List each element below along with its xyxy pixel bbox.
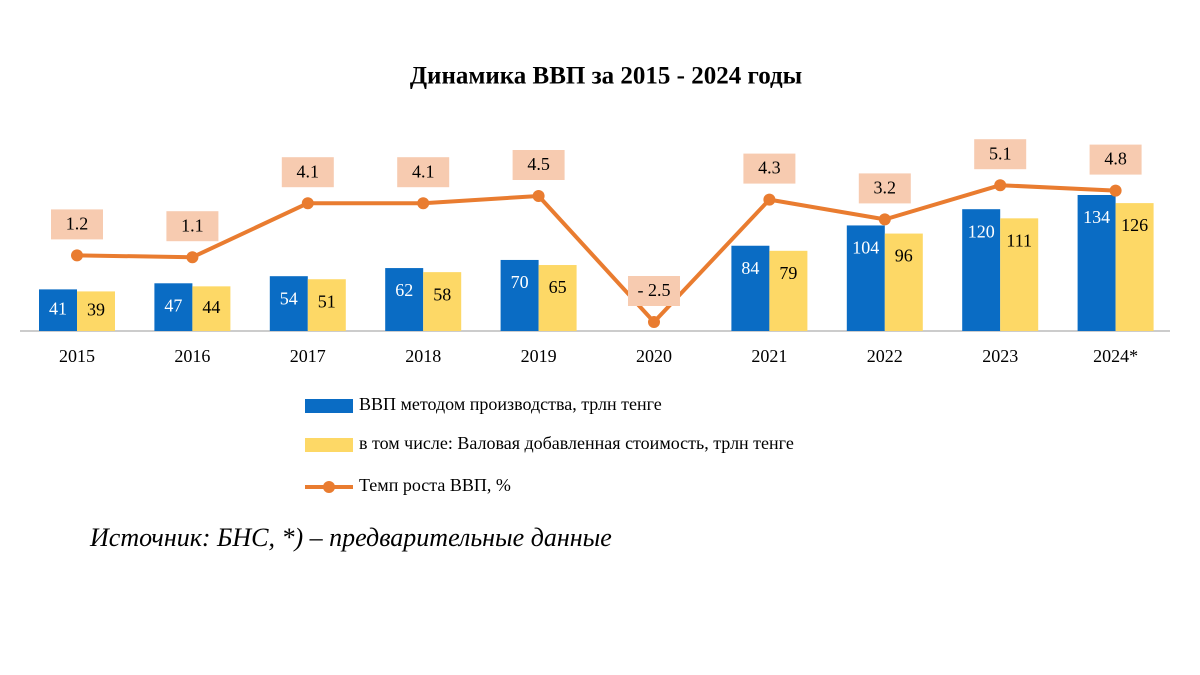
line-value-label: 4.8 [1104, 149, 1127, 169]
bar [77, 291, 115, 331]
line-value-label: 1.1 [181, 215, 204, 235]
bar [192, 286, 231, 331]
x-tick-label: 2022 [867, 346, 903, 366]
value-label-box [1089, 144, 1142, 175]
bar-value-label: 39 [87, 299, 105, 319]
legend-swatch [305, 438, 353, 452]
line-point [71, 249, 83, 262]
line-value-label: 1.2 [66, 214, 89, 234]
line-point [532, 190, 545, 202]
x-tick-label: 2019 [521, 346, 557, 366]
line [76, 183, 1116, 324]
bar [1115, 203, 1154, 331]
bar [962, 209, 1001, 331]
bar-value-label: 126 [1121, 215, 1148, 235]
bar [307, 279, 346, 331]
line-value-label: 4.5 [527, 154, 550, 174]
line-value-label: 5.1 [989, 143, 1012, 163]
line-value-label: 4.1 [412, 161, 435, 181]
x-tick-label: 2016 [174, 346, 210, 366]
line-point [878, 213, 891, 226]
value-label-box [974, 139, 1027, 170]
bar-value-label: 62 [395, 280, 413, 300]
bar-value-label: 47 [164, 295, 182, 315]
x-tick-label: 2020 [636, 346, 672, 366]
bar-value-label: 84 [741, 258, 759, 278]
bar-value-label: 65 [549, 277, 567, 297]
bar [1000, 218, 1039, 331]
bar-value-label: 120 [968, 221, 995, 241]
value-label-box [628, 276, 680, 306]
bar-value-label: 134 [1083, 207, 1110, 227]
x-tick-label: 2018 [405, 346, 441, 366]
bar [500, 259, 539, 331]
x-tick-label: 2023 [982, 346, 1018, 366]
bar-value-label: 79 [779, 263, 797, 283]
line-value-label: 3.2 [874, 178, 897, 198]
bar [538, 265, 577, 331]
value-label-box [166, 211, 219, 242]
bar-value-label: 111 [1006, 230, 1032, 250]
line-point [301, 197, 314, 210]
legend-label: в том числе: Валовая добавленная стоимос… [359, 433, 794, 453]
bar-value-label: 51 [318, 291, 336, 311]
bar-value-label: 44 [202, 297, 220, 317]
line-point [417, 197, 430, 210]
bar-value-label: 54 [280, 288, 298, 308]
bar [385, 268, 424, 331]
value-label-box [743, 153, 796, 184]
line-point [763, 193, 776, 206]
bar [731, 245, 770, 331]
bar [39, 289, 77, 331]
legend-label: Темп роста ВВП, % [359, 475, 511, 495]
line-point [186, 251, 199, 264]
value-label-box [397, 157, 450, 188]
x-tick-label: 2024* [1093, 346, 1138, 366]
legend-marker [323, 481, 335, 493]
bar [1077, 194, 1116, 331]
bar-value-label: 58 [433, 284, 451, 304]
line-point [1109, 184, 1122, 197]
value-label-box [281, 157, 334, 188]
x-tick-label: 2021 [751, 346, 787, 366]
x-tick-label: 2017 [290, 346, 326, 366]
bar [884, 233, 923, 331]
bar-value-label: 70 [511, 272, 529, 292]
value-label-box [51, 209, 103, 240]
legend-swatch [305, 399, 353, 413]
line-point [648, 316, 660, 328]
bar [846, 225, 885, 331]
bar [154, 283, 193, 331]
line-value-label: - 2.5 [638, 280, 671, 300]
line-value-label: 4.3 [758, 158, 781, 178]
line-point [994, 179, 1007, 192]
value-label-box [858, 173, 911, 204]
line-value-label: 4.1 [297, 161, 320, 181]
bar [269, 276, 308, 331]
source-note: Источник: БНС, *) – предварительные данн… [89, 523, 612, 552]
x-tick-label: 2015 [59, 346, 95, 366]
bar [769, 250, 808, 331]
legend-label: ВВП методом производства, трлн тенге [359, 394, 662, 414]
value-label-box [512, 150, 565, 180]
bar-value-label: 96 [895, 246, 913, 266]
bar-value-label: 41 [49, 298, 67, 318]
bar-value-label: 104 [852, 238, 879, 258]
bar [423, 272, 462, 331]
chart-title: Динамика ВВП за 2015 - 2024 годы [410, 63, 802, 90]
